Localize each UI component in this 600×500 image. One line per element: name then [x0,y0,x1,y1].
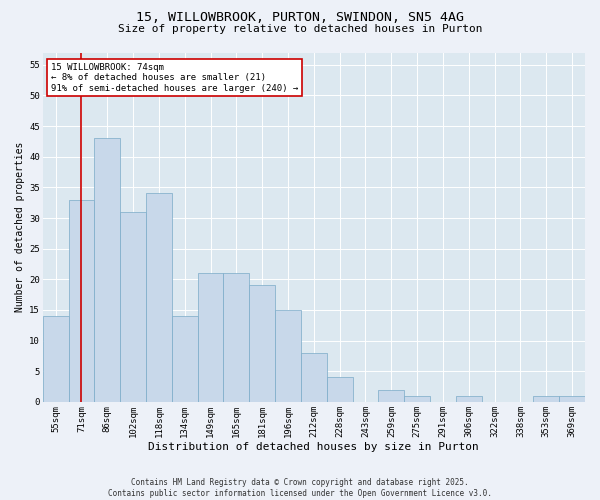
Text: Size of property relative to detached houses in Purton: Size of property relative to detached ho… [118,24,482,34]
Bar [327,378,353,402]
Bar [404,396,430,402]
X-axis label: Distribution of detached houses by size in Purton: Distribution of detached houses by size … [148,442,479,452]
Bar [223,273,249,402]
Bar [172,316,197,402]
Bar [43,316,68,402]
Bar [379,390,404,402]
Text: 15, WILLOWBROOK, PURTON, SWINDON, SN5 4AG: 15, WILLOWBROOK, PURTON, SWINDON, SN5 4A… [136,11,464,24]
Bar [120,212,146,402]
Bar [94,138,120,402]
Bar [275,310,301,402]
Text: 15 WILLOWBROOK: 74sqm
← 8% of detached houses are smaller (21)
91% of semi-detac: 15 WILLOWBROOK: 74sqm ← 8% of detached h… [51,63,298,93]
Y-axis label: Number of detached properties: Number of detached properties [15,142,25,312]
Bar [559,396,585,402]
Bar [68,200,94,402]
Bar [249,286,275,402]
Bar [533,396,559,402]
Bar [146,194,172,402]
Bar [456,396,482,402]
Bar [197,273,223,402]
Text: Contains HM Land Registry data © Crown copyright and database right 2025.
Contai: Contains HM Land Registry data © Crown c… [108,478,492,498]
Bar [301,353,327,402]
